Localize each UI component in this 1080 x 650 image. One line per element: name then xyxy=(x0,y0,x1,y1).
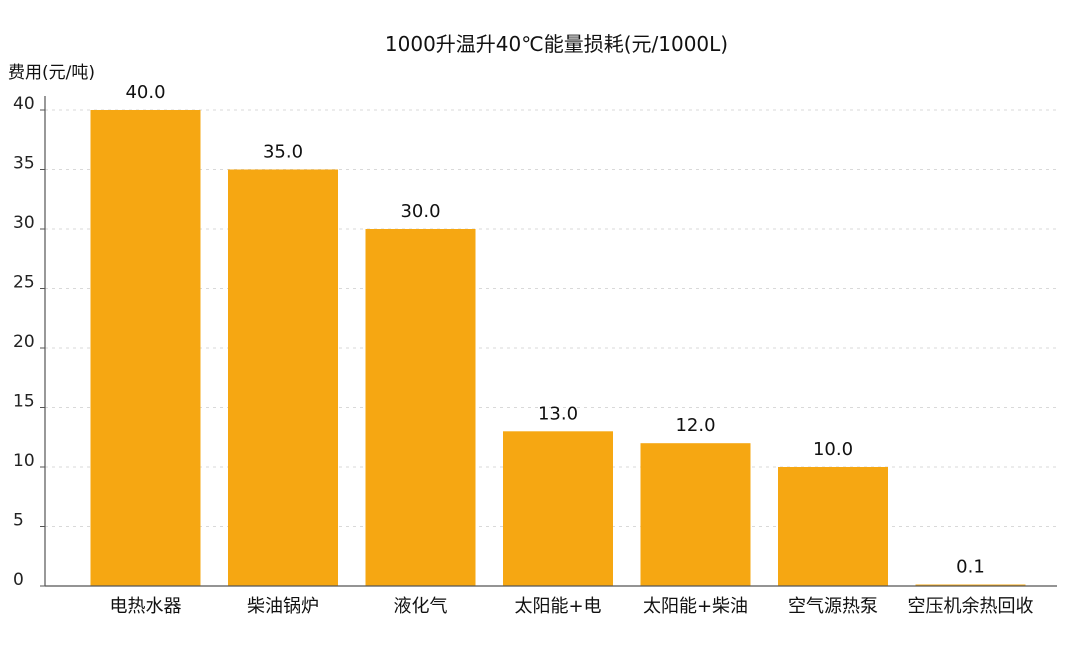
bar xyxy=(915,584,1026,586)
y-tick-label: 10 xyxy=(13,451,35,471)
data-label: 40.0 xyxy=(125,82,165,103)
y-tick-label: 20 xyxy=(13,332,35,352)
data-label: 35.0 xyxy=(263,142,303,163)
x-category-label: 柴油锅炉 xyxy=(247,596,319,617)
data-label: 10.0 xyxy=(813,439,853,460)
data-label: 12.0 xyxy=(675,415,715,436)
data-label: 13.0 xyxy=(538,403,578,424)
bar xyxy=(365,229,476,586)
x-category-label: 电热水器 xyxy=(110,596,182,617)
x-category-label: 空压机余热回收 xyxy=(908,596,1034,617)
x-category-label: 液化气 xyxy=(394,596,448,617)
axes xyxy=(40,96,1057,587)
data-label: 0.1 xyxy=(956,557,985,578)
chart-title: 1000升温升40℃能量损耗(元/1000L) xyxy=(384,32,729,56)
y-axis-label: 费用(元/吨) xyxy=(8,63,95,83)
x-category-label: 太阳能+柴油 xyxy=(643,596,748,617)
y-tick-label: 0 xyxy=(13,570,24,590)
bar xyxy=(228,169,338,586)
x-category-label: 太阳能+电 xyxy=(514,596,601,617)
data-label: 30.0 xyxy=(400,201,440,222)
bar xyxy=(640,443,751,586)
labels: 0 5 10 15 20 25 30 35 40 40.0 电热水器 35.0 柴油锅炉 30.0 液化气 1… xyxy=(13,82,1034,617)
bar xyxy=(90,110,201,586)
bar xyxy=(503,431,613,586)
bars xyxy=(90,110,1026,586)
y-tick-label: 25 xyxy=(13,273,35,293)
bar xyxy=(778,467,888,586)
y-tick-label: 15 xyxy=(13,392,35,412)
y-tick-label: 40 xyxy=(13,94,35,114)
y-tick-label: 30 xyxy=(13,213,35,233)
y-tick-label: 35 xyxy=(13,154,35,174)
x-category-label: 空气源热泵 xyxy=(788,596,878,617)
y-tick-label: 5 xyxy=(13,511,24,531)
